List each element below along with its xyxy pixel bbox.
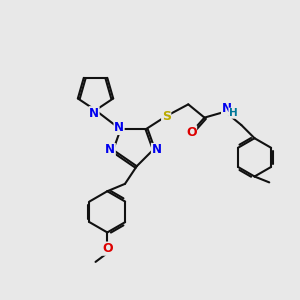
- Text: H: H: [229, 108, 238, 118]
- Text: N: N: [89, 107, 99, 120]
- Text: N: N: [105, 143, 115, 157]
- Text: S: S: [162, 110, 171, 123]
- Text: O: O: [102, 242, 112, 255]
- Text: N: N: [152, 143, 161, 157]
- Text: O: O: [186, 126, 196, 139]
- Text: N: N: [114, 122, 124, 134]
- Text: N: N: [222, 102, 232, 115]
